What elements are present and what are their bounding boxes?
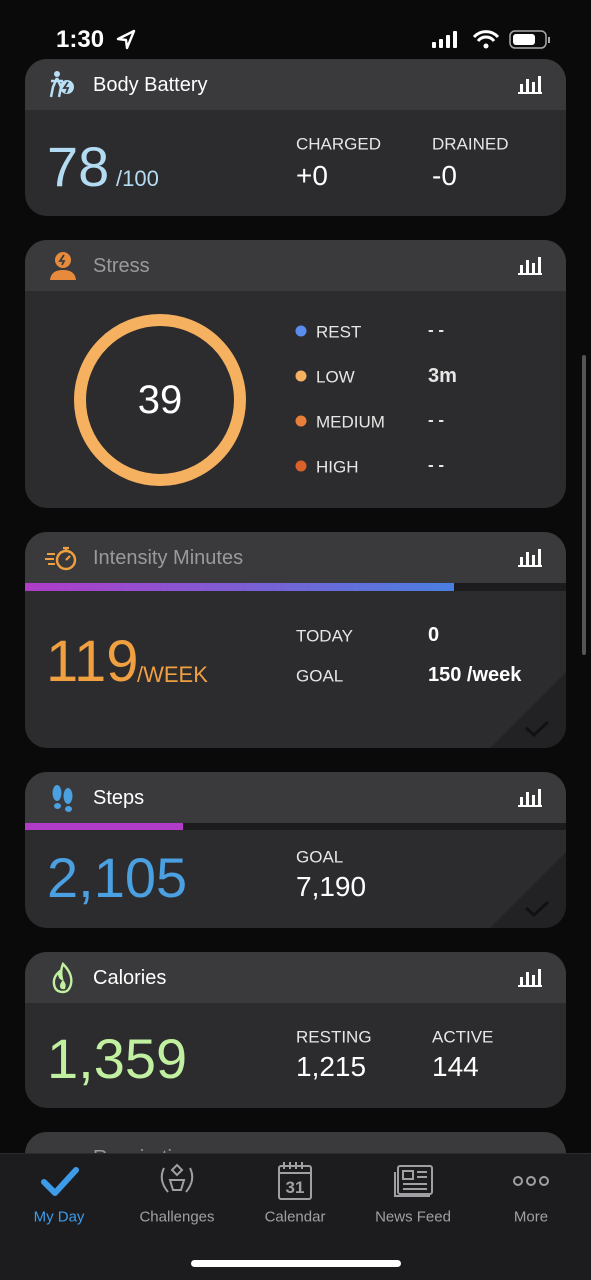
stat-label: CHARGED	[296, 134, 382, 154]
legend-value: 3m	[428, 365, 457, 387]
legend-dots	[295, 325, 307, 472]
stat-value: 0	[428, 624, 440, 646]
body-battery-card[interactable]: Body Battery 78 /100 CHARGED +0 DRAINED …	[25, 59, 566, 216]
stress-icon	[50, 252, 76, 280]
card-title: Body Battery	[93, 74, 208, 96]
location-icon	[116, 29, 136, 50]
value: 78	[47, 135, 110, 198]
card-header	[25, 532, 566, 583]
stat-label: GOAL	[296, 666, 344, 686]
card-title: Stress	[93, 255, 150, 277]
value: 1,359	[47, 1027, 188, 1090]
stress-ring	[74, 314, 246, 486]
unit: /WEEK	[137, 662, 208, 687]
tab-label[interactable]: Challenges	[139, 1208, 215, 1226]
legend-value: - -	[428, 410, 445, 430]
tab-label[interactable]: My Day	[33, 1208, 85, 1226]
status-time: 1:30	[56, 26, 105, 53]
calendar-icon-day: 31	[286, 1178, 305, 1197]
stat-value: -0	[432, 160, 457, 191]
unit: /100	[116, 166, 159, 191]
card-header	[25, 772, 566, 823]
card-header	[25, 952, 566, 1003]
stat-label: TODAY	[296, 626, 353, 646]
tab-icons: 31	[41, 1162, 549, 1200]
stat-value: 144	[432, 1051, 479, 1082]
calories-card[interactable]: Calories 1,359 RESTING 1,215 ACTIVE 144	[25, 952, 566, 1108]
scrollbar	[582, 355, 586, 655]
goal-corner	[490, 852, 566, 928]
legend-label: HIGH	[316, 457, 359, 477]
stat-label: ACTIVE	[432, 1027, 494, 1047]
card-title: Calories	[93, 967, 167, 989]
value: 119	[46, 629, 139, 694]
status-icons	[432, 30, 550, 49]
progress-bar	[25, 583, 455, 591]
goal-corner	[490, 672, 566, 748]
card-title: Intensity Minutes	[93, 547, 244, 569]
steps-card[interactable]: Steps 2,105 GOAL 7,190	[25, 772, 566, 928]
intensity-card[interactable]: Intensity Minutes 119 /WEEK TODAY 0 GOAL…	[25, 532, 566, 748]
intensity-icon	[45, 546, 77, 571]
tab-bar	[0, 1153, 591, 1280]
stat-label: RESTING	[296, 1027, 372, 1047]
stress-card[interactable]: Stress 39 REST - - LOW 3m MEDIUM - - HIG…	[25, 240, 566, 508]
calories-icon	[52, 962, 73, 994]
value: 2,105	[47, 846, 188, 909]
stat-value: 7,190	[296, 871, 367, 902]
tab-label[interactable]: Calendar	[264, 1208, 326, 1226]
progress-bar	[25, 823, 184, 830]
chart-icon[interactable]	[518, 255, 542, 275]
legend-value: - -	[428, 320, 445, 340]
chart-icon[interactable]	[518, 787, 542, 807]
tab-label[interactable]: More	[513, 1208, 549, 1226]
legend-label: REST	[316, 322, 362, 342]
tab-label[interactable]: News Feed	[375, 1208, 451, 1226]
chart-icon[interactable]	[518, 74, 542, 94]
stat-value: +0	[296, 160, 328, 191]
card-header	[25, 240, 566, 291]
card-title: Steps	[93, 787, 145, 809]
progress-track	[25, 823, 566, 830]
stat-value: 150 /week	[428, 664, 522, 686]
stat-label: DRAINED	[432, 134, 509, 154]
card-header	[25, 59, 566, 110]
battery-icon	[49, 71, 74, 98]
legend-value: - -	[428, 455, 445, 475]
legend-label: MEDIUM	[316, 412, 385, 432]
stress-value: 39	[137, 378, 183, 422]
legend-label: LOW	[316, 367, 355, 387]
stat-value: 1,215	[296, 1051, 367, 1082]
home-indicator	[191, 1260, 401, 1267]
stat-label: GOAL	[296, 847, 344, 867]
chart-icon[interactable]	[518, 547, 542, 567]
chart-icon[interactable]	[518, 967, 542, 987]
progress-track	[25, 583, 566, 591]
steps-icon	[52, 785, 73, 812]
